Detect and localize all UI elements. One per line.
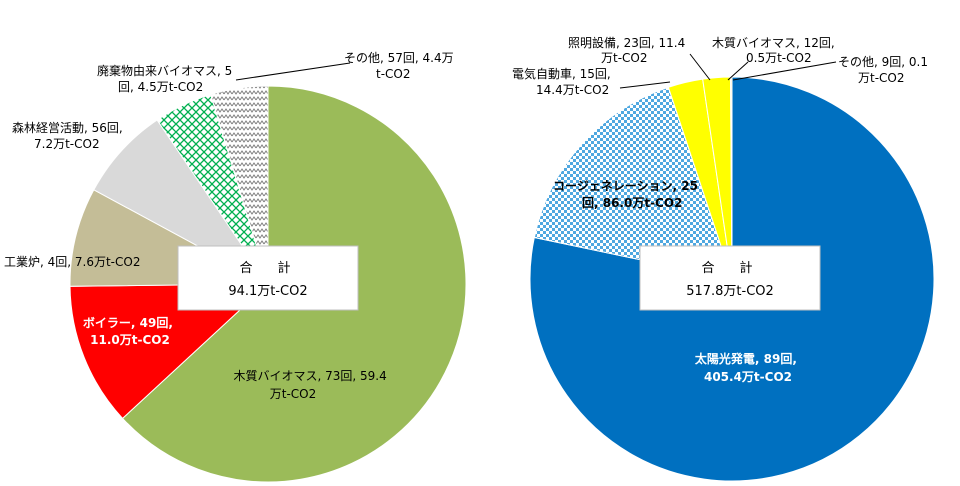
left-other-leader xyxy=(235,62,351,81)
right-slice-cogeneration xyxy=(533,86,733,280)
right-other-leader xyxy=(732,61,837,81)
left-slice-forest xyxy=(93,119,269,285)
right-total-box: 合 計 517.8万t-CO2 xyxy=(639,245,821,311)
right-lighting-leader xyxy=(689,53,711,81)
right-wood-leader xyxy=(727,61,749,81)
left-label-waste-biomass: 廃棄物由来バイオマス, 5 回, 4.5万t-CO2 xyxy=(97,63,236,94)
right-total-value: 517.8万t-CO2 xyxy=(686,284,774,299)
left-total-title: 合 計 xyxy=(239,260,296,276)
right-label-other: その他, 9回, 0.1 万t-CO2 xyxy=(838,55,932,85)
right-pie: 照明設備, 23回, 11.4 万t-CO2 木質バイオマス, 12回, 0.5… xyxy=(512,35,935,482)
right-label-cogeneration: コージェネレーション, 25 回, 86.0万t-CO2 xyxy=(553,179,702,210)
right-total-title: 合 計 xyxy=(701,260,758,276)
left-label-boiler: ボイラー, 49回, 11.0万t-CO2 xyxy=(83,315,177,347)
right-label-solar: 太陽光発電, 89回, 405.4万t-CO2 xyxy=(695,351,801,384)
left-label-other: その他, 57回, 4.4万 t-CO2 xyxy=(344,51,457,81)
left-slice-other xyxy=(210,85,269,285)
left-total-box: 合 計 94.1万t-CO2 xyxy=(177,245,359,311)
left-label-wood-biomass: 木質バイオマス, 73回, 59.4 万t-CO2 xyxy=(233,368,390,401)
right-ev-leader xyxy=(619,81,671,89)
left-total-value: 94.1万t-CO2 xyxy=(228,284,307,299)
left-label-furnace: 工業炉, 4回, 7.6万t-CO2 xyxy=(4,255,140,269)
left-label-forest: 森林経営活動, 56回, 7.2万t-CO2 xyxy=(12,120,127,151)
left-pie: 廃棄物由来バイオマス, 5 回, 4.5万t-CO2 その他, 57回, 4.4… xyxy=(4,51,467,483)
right-label-wood-biomass: 木質バイオマス, 12回, 0.5万t-CO2 xyxy=(712,35,839,65)
right-label-ev: 電気自動車, 15回, 14.4万t-CO2 xyxy=(512,66,615,97)
right-label-lighting: 照明設備, 23回, 11.4 万t-CO2 xyxy=(568,35,689,65)
left-slice-boiler xyxy=(69,283,270,420)
